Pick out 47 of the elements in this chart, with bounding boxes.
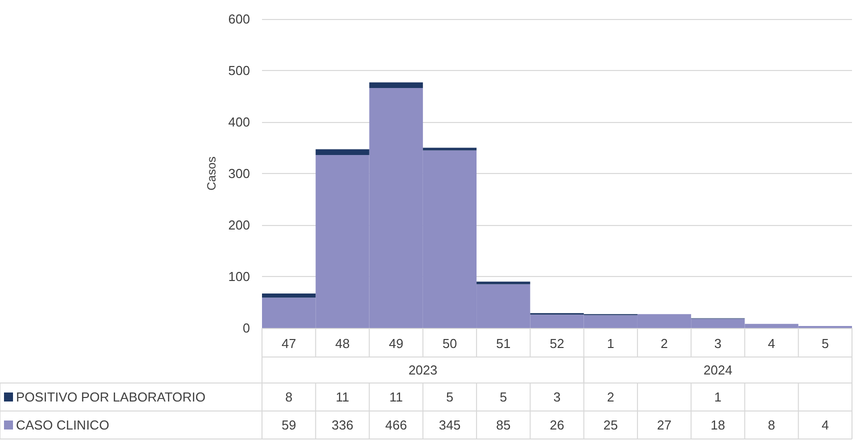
- x-tick-label: 49: [388, 336, 404, 351]
- x-tick-label: 3: [714, 336, 722, 351]
- bar: [316, 149, 370, 155]
- y-tick-label: 300: [228, 166, 250, 181]
- x-tick-label: 1: [607, 336, 614, 351]
- x-tick-label: 47: [282, 336, 296, 351]
- y-tick-label: 600: [228, 12, 250, 26]
- y-tick-label: 400: [228, 114, 250, 130]
- data-label: 18: [710, 418, 726, 432]
- data-label: 11: [336, 390, 350, 404]
- legend-label: POSITIVO POR LABORATORIO: [16, 390, 206, 404]
- bar: [369, 82, 423, 88]
- x-tick-label: 51: [496, 336, 511, 351]
- data-label: 1: [714, 390, 722, 404]
- data-label: 27: [657, 418, 672, 432]
- data-label: 5: [500, 390, 507, 404]
- bar: [262, 293, 316, 298]
- data-label: 26: [550, 418, 564, 432]
- data-label: 336: [332, 418, 354, 432]
- data-label: 4: [822, 418, 829, 432]
- x-tick-label: 4: [768, 336, 776, 351]
- x-tick-label: 52: [550, 336, 564, 351]
- y-axis-title: Casos: [204, 156, 218, 191]
- data-label: 85: [496, 418, 511, 432]
- y-tick-label: 200: [228, 218, 250, 232]
- data-label: 3: [553, 390, 561, 404]
- y-tick-label: 500: [228, 63, 250, 78]
- text: 2023: [408, 362, 438, 378]
- legend-label: CASO CLINICO: [16, 418, 110, 432]
- data-label: 345: [438, 418, 461, 432]
- x-tick-label: 2: [660, 336, 668, 351]
- x-tick-label: 48: [335, 336, 350, 351]
- data-label: 25: [603, 418, 618, 432]
- x-tick-label: 5: [822, 336, 829, 351]
- data-label: 8: [768, 418, 776, 432]
- bar: [422, 148, 477, 150]
- data-label: 2: [607, 390, 614, 404]
- y-tick-label: 100: [228, 269, 250, 284]
- data-label: 59: [282, 418, 296, 432]
- data-label: 8: [285, 390, 292, 404]
- y-tick-label: 0: [242, 320, 250, 336]
- bar: [476, 282, 530, 284]
- text: 2024: [703, 362, 732, 378]
- x-tick-label: 50: [442, 336, 457, 351]
- data-label: 466: [385, 418, 407, 432]
- data-label: 11: [389, 390, 403, 404]
- data-label: 5: [446, 390, 454, 404]
